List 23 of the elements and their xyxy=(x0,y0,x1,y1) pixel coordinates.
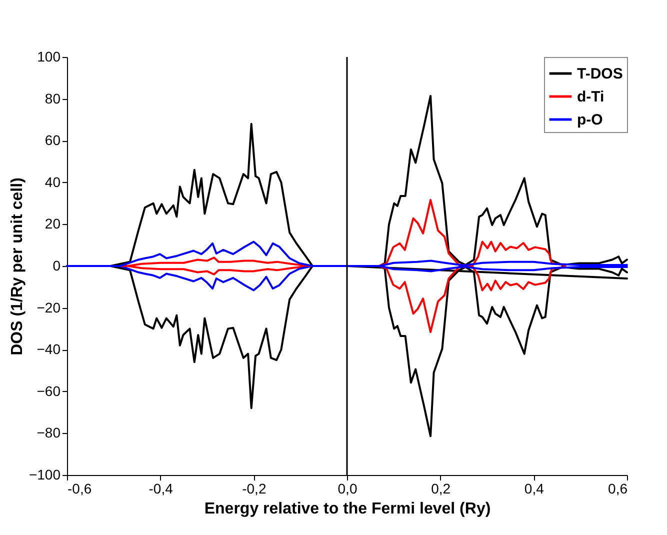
y-tick-label: 80 xyxy=(44,90,61,106)
y-tick-label: 40 xyxy=(44,174,61,190)
y-tick-label: 0 xyxy=(52,258,61,274)
x-tick-label: -0,6 xyxy=(68,480,92,496)
legend-label: T-DOS xyxy=(577,66,623,82)
y-axis-title: DOS (1/Ry per unit cell) xyxy=(8,178,26,356)
y-tick-label: 100 xyxy=(37,48,61,64)
x-tick-label: 0,4 xyxy=(524,480,544,496)
x-tick-label: 0,2 xyxy=(431,480,451,496)
x-tick-label: 0,6 xyxy=(608,480,628,496)
legend-label: p-O xyxy=(577,112,604,128)
y-tick-label: −60 xyxy=(36,382,61,399)
y-tick-label: −100 xyxy=(28,466,61,482)
x-tick-label: 0,0 xyxy=(338,480,358,496)
y-tick-label: −80 xyxy=(36,424,61,441)
y-tick-label: −40 xyxy=(36,341,61,358)
x-tick-label: -0,2 xyxy=(242,480,266,496)
y-tick-label: 20 xyxy=(44,216,61,232)
y-tick-label: 60 xyxy=(44,132,61,148)
x-tick-label: -0,4 xyxy=(148,480,174,496)
x-axis-title: Energy relative to the Fermi level (Ry) xyxy=(204,500,491,518)
legend-label: d-Ti xyxy=(577,88,604,106)
y-tick-label: −20 xyxy=(36,299,61,316)
